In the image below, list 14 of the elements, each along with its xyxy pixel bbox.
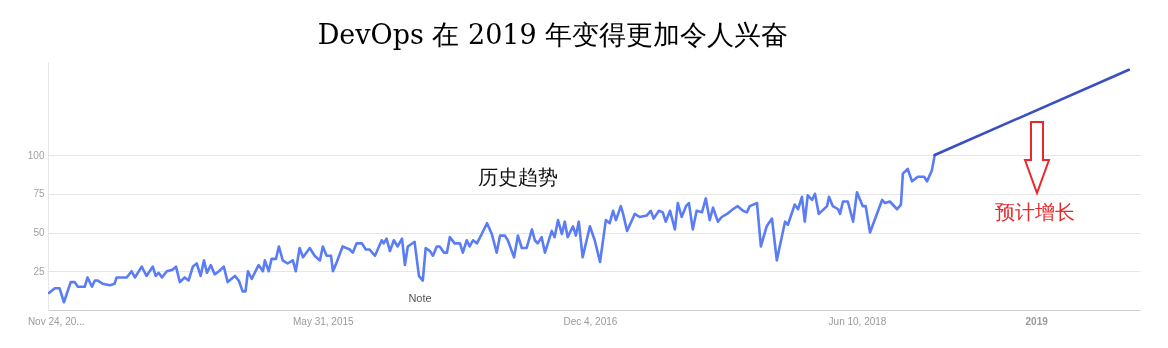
y-tick-label: 100 [27,149,45,161]
x-tick-label: May 31, 2015 [293,315,355,327]
line-series [48,153,937,304]
x-tick-label: Jun 10, 2018 [828,315,887,327]
y-tick-label: 75 [33,188,45,200]
annotation: 历史趋势 [478,165,558,189]
y-tick-label: 25 [33,265,45,277]
x-tick-label: Nov 24, 20... [27,315,85,327]
x-tick-label: 2019 [1025,315,1049,327]
chart-title: DevOps 在 2019 年变得更加令人兴奋 [317,19,789,50]
y-tick-label: 50 [33,227,45,238]
annotation: Note [408,292,432,304]
x-tick-label: Dec 4, 2016 [563,315,618,327]
annotation: 预计增长 [995,200,1075,224]
